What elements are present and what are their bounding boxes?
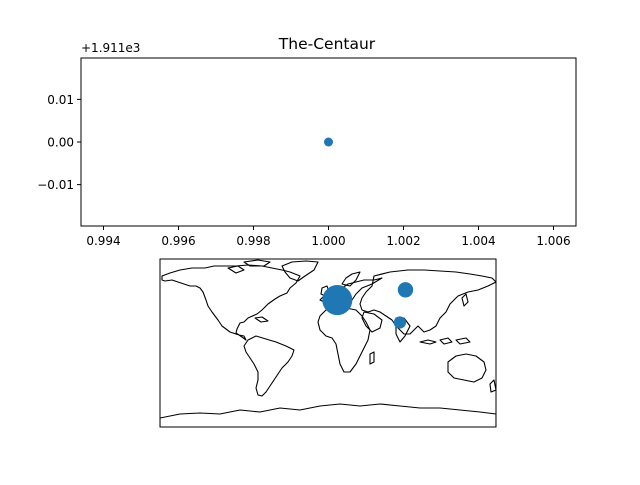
y-tick-label: 0.00 [47,136,74,150]
y-offset-label: +1.911e3 [81,41,140,55]
x-tick-label: 0.994 [86,234,120,248]
world-map-chart [159,258,497,428]
map-frame [159,258,497,428]
top-scatter-chart: The-Centaur +1.911e3 0.994 0.996 0.998 1.00… [37,35,577,248]
map-bubble [393,316,407,329]
x-tick-label: 1.002 [386,234,420,248]
map-bubble [322,285,353,316]
x-tick-label: 1.000 [311,234,345,248]
x-tick-label: 1.004 [461,234,495,248]
coastlines [160,259,496,427]
map-bubbles [322,282,414,329]
scatter-points [324,137,333,147]
plot-frame [80,57,577,227]
scatter-point [324,137,333,147]
chart-title: The-Centaur [278,35,376,53]
y-axis-ticks: 0.01 0.00 −0.01 [37,93,81,192]
map-bubble [397,282,414,298]
x-tick-label: 0.998 [236,234,270,248]
x-axis-ticks: 0.994 0.996 0.998 1.000 1.002 1.004 1.006 [86,226,571,248]
y-tick-label: 0.01 [47,93,74,107]
x-tick-label: 1.006 [536,234,570,248]
y-tick-label: −0.01 [37,178,74,192]
x-tick-label: 0.996 [161,234,195,248]
